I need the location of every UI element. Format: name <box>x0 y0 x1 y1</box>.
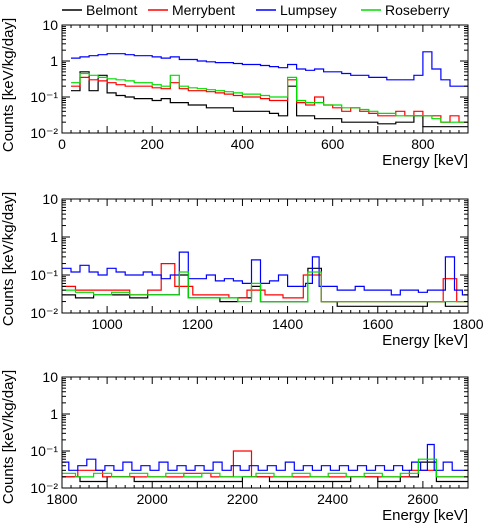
x-tick-label: 1800 <box>46 491 77 507</box>
x-tick-label: 2000 <box>137 491 168 507</box>
x-tick-label: 800 <box>411 136 435 152</box>
series-group <box>71 51 468 128</box>
y-tick-label: 1 <box>50 53 58 69</box>
y-axis-title: Counts [keV/kg/day] <box>0 18 17 152</box>
legend-item-merrybent: Merrybent <box>148 2 235 18</box>
y-tick-label: 10⁻² <box>30 305 58 321</box>
x-tick-label: 200 <box>141 136 165 152</box>
y-tick-label: 1 <box>50 406 58 422</box>
y-tick-label: 10⁻² <box>30 480 58 496</box>
series-lumpsey <box>71 51 468 87</box>
legend-item-lumpsey: Lumpsey <box>256 2 337 18</box>
legend-label: Merrybent <box>172 2 235 18</box>
x-tick-label: 1400 <box>272 316 303 332</box>
x-tick-label: 2400 <box>317 491 348 507</box>
series-lumpsey <box>62 251 468 296</box>
y-tick-label: 10⁻¹ <box>30 89 58 105</box>
series-merrybent <box>71 76 468 123</box>
y-tick-label: 10 <box>42 17 58 33</box>
series-roseberry <box>62 458 468 478</box>
legend-label: Roseberry <box>385 2 450 18</box>
y-tick-label: 10⁻¹ <box>30 443 58 459</box>
series-group <box>62 443 468 483</box>
plot-frame <box>61 24 469 134</box>
x-tick-label: 1200 <box>182 316 213 332</box>
series-roseberry <box>62 271 468 303</box>
y-axis-title: Counts [keV/kg/day] <box>0 192 17 326</box>
x-axis-title: Energy [keV] <box>382 332 468 349</box>
x-tick-label: 1600 <box>362 316 393 332</box>
x-tick-label: 2600 <box>407 491 438 507</box>
x-tick-label: 1000 <box>92 316 123 332</box>
y-axis-title: Counts [keV/kg/day] <box>0 370 17 504</box>
legend-item-roseberry: Roseberry <box>361 2 450 18</box>
y-tick-label: 10 <box>42 369 58 385</box>
series-group <box>62 251 468 307</box>
series-lumpsey <box>62 443 468 471</box>
plot-frame <box>61 376 469 489</box>
legend-item-belmont: Belmont <box>62 2 137 18</box>
series-belmont <box>71 71 468 128</box>
series-merrybent <box>62 450 468 478</box>
y-tick-label: 1 <box>50 229 58 245</box>
legend-label: Belmont <box>86 2 137 18</box>
x-axis-title: Energy [keV] <box>382 507 468 524</box>
legend: Belmont Merrybent Lumpsey Roseberry <box>62 2 450 18</box>
x-axis-title: Energy [keV] <box>382 152 468 169</box>
x-tick-label: 400 <box>231 136 255 152</box>
series-belmont <box>62 267 468 307</box>
legend-label: Lumpsey <box>280 2 337 18</box>
x-tick-label: 2200 <box>227 491 258 507</box>
series-roseberry <box>71 72 468 123</box>
y-tick-label: 10 <box>42 191 58 207</box>
series-merrybent <box>62 263 468 303</box>
y-tick-label: 10⁻² <box>30 125 58 141</box>
x-tick-label: 0 <box>58 136 66 152</box>
x-tick-label: 600 <box>321 136 345 152</box>
x-tick-label: 1800 <box>452 316 483 332</box>
plot-frame <box>61 198 469 314</box>
y-tick-label: 10⁻¹ <box>30 267 58 283</box>
